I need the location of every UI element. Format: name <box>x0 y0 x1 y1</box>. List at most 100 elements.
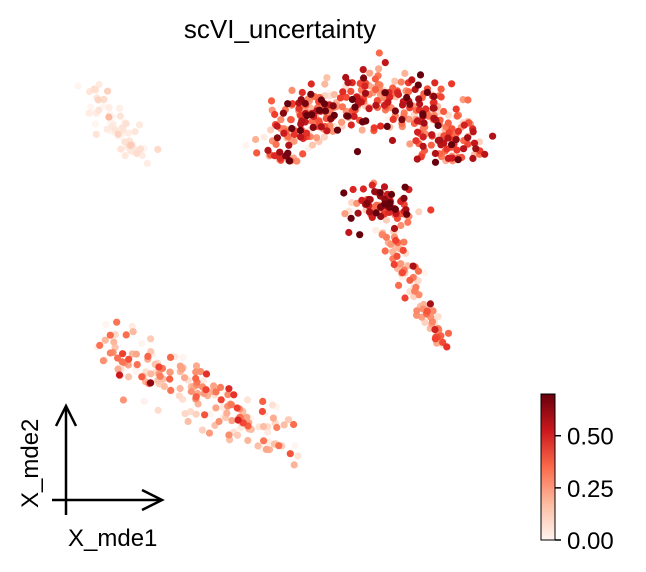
scatter-point <box>74 82 82 90</box>
scatter-point <box>405 88 413 96</box>
scatter-point <box>361 89 370 97</box>
colorbar-ticks: 0.00 0.25 0.50 <box>555 424 614 555</box>
scatter-point <box>340 189 348 197</box>
scatter-point <box>429 307 437 315</box>
scatter-point <box>101 336 109 344</box>
scatter-point <box>140 397 148 405</box>
scatter-point <box>380 183 389 191</box>
scatter-point <box>444 329 453 337</box>
scatter-point <box>117 145 125 153</box>
scatter-point <box>243 396 252 404</box>
scatter-point <box>338 103 346 111</box>
scatter-point <box>125 355 133 363</box>
scatter-point <box>225 431 233 439</box>
colorbar-tick-label: 0.00 <box>567 528 614 555</box>
scatter-point <box>290 461 298 469</box>
scatter-point <box>431 79 439 87</box>
scatter-point <box>413 155 421 163</box>
scatter-point <box>370 124 378 132</box>
scatter-point <box>154 406 162 414</box>
colorbar-tick-label: 0.25 <box>567 476 614 503</box>
scatter-point <box>297 133 305 141</box>
scatter-point <box>464 96 472 104</box>
scatter-point <box>215 417 223 426</box>
scatter-point <box>286 450 294 458</box>
scatter-point <box>230 391 238 399</box>
scatter-point <box>308 111 316 119</box>
chart-title: scVI_uncertainty <box>184 14 376 44</box>
scatter-point <box>401 183 409 191</box>
scatter-point <box>197 368 205 376</box>
scatter-point <box>115 371 124 379</box>
scatter-point <box>394 90 403 99</box>
scatter-point <box>390 224 399 233</box>
scatter-point <box>178 365 186 373</box>
scatter-point <box>372 101 380 109</box>
scatter-point <box>341 210 349 218</box>
scatter-point <box>294 452 302 460</box>
scatter-point <box>280 421 288 429</box>
scatter-point <box>176 384 184 393</box>
scatter-point <box>202 370 211 378</box>
scatter-point <box>401 294 409 302</box>
scatter-point <box>85 109 93 117</box>
scatter-point <box>336 94 345 102</box>
scatter-point <box>414 128 422 136</box>
scatter-point <box>375 65 383 73</box>
scatter-point <box>384 98 392 106</box>
scatter-point <box>413 117 422 125</box>
scatter-point <box>156 372 164 380</box>
scatter-point <box>133 149 141 157</box>
scatter-point <box>206 410 215 418</box>
scatter-point <box>323 74 331 82</box>
scatter-point <box>119 350 127 358</box>
scatter-point <box>347 87 355 95</box>
scatter-point <box>347 214 355 222</box>
scatter-point <box>429 104 437 112</box>
scatter-point <box>430 98 438 106</box>
scatter-point <box>308 141 317 149</box>
scatter-point <box>400 238 408 246</box>
scatter-point <box>284 149 292 157</box>
scatter-point <box>489 132 497 140</box>
scatter-point <box>307 90 315 98</box>
scatter-point <box>105 104 113 112</box>
scatter-point <box>277 116 285 124</box>
scatter-point <box>260 133 268 141</box>
scatter-point <box>224 391 232 399</box>
scatter-point <box>390 260 398 269</box>
scatter-point <box>262 445 270 453</box>
scatter-point <box>408 76 416 84</box>
scatter-point <box>192 393 200 401</box>
scatter-point <box>273 423 281 432</box>
scatter-point <box>291 442 299 450</box>
scatter-point <box>401 69 409 77</box>
scatter-point <box>470 139 479 147</box>
scatter-point <box>481 150 489 158</box>
scatter-point <box>347 121 355 129</box>
scatter-point <box>175 392 183 400</box>
scatter-point <box>272 140 280 148</box>
scatter-point <box>330 111 338 119</box>
scatter-point <box>271 110 279 119</box>
scatter-point <box>464 140 472 148</box>
scatter-point <box>415 95 423 103</box>
scatter-point <box>353 148 362 156</box>
scatter-point <box>431 149 439 158</box>
scatter-point <box>381 59 389 67</box>
scatter-point <box>469 154 477 163</box>
scatter-point <box>301 99 309 108</box>
scatter-point <box>95 106 103 114</box>
scatter-point <box>293 157 301 165</box>
scatter-point <box>419 133 427 141</box>
scatter-point <box>398 116 406 124</box>
scatter-point <box>187 408 195 416</box>
scatter-point <box>426 300 434 308</box>
scatter-point <box>288 124 296 133</box>
scatter-point <box>431 335 439 343</box>
y-axis-arrowhead <box>54 403 78 427</box>
scatter-point <box>100 95 108 103</box>
scatter-point <box>315 106 323 114</box>
scatter-point <box>242 141 250 149</box>
